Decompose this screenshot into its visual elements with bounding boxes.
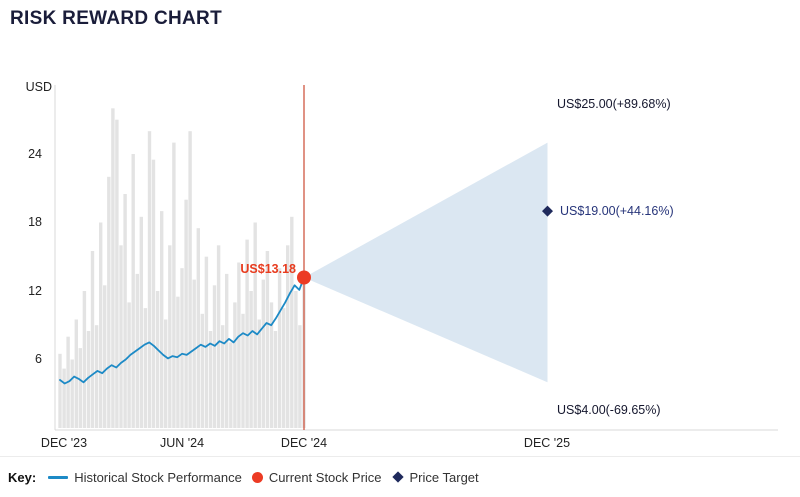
projection-high-label: US$25.00(+89.68%) [557,97,671,111]
y-tick-6: 6 [35,352,42,366]
legend-divider [0,456,800,457]
page-title: RISK REWARD CHART [10,8,222,29]
x-tick-dec-24: DEC '24 [280,436,328,450]
line-marker-icon [48,475,69,479]
legend-item-historical: Historical Stock Performance [48,470,242,485]
current-price-label: US$13.18 [240,262,296,276]
x-tick-dec-23: DEC '23 [40,436,88,450]
diamond-marker-icon [391,471,404,483]
y-axis-unit-label: USD [25,80,52,94]
y-tick-18: 18 [28,215,42,229]
x-tick-dec-25: DEC '25 [523,436,571,450]
y-tick-12: 12 [28,284,42,298]
legend-item-price-target: Price Target [391,469,479,485]
legend-item-label: Current Stock Price [268,469,382,485]
y-tick-24: 24 [28,147,42,161]
dot-marker-icon [251,471,263,483]
legend-key-label: Key: [8,469,37,485]
legend-item-current-price: Current Stock Price [251,469,382,485]
projection-low-label: US$4.00(-69.65%) [557,403,661,417]
legend-item-label: Historical Stock Performance [74,469,242,485]
x-tick-jun-24: JUN '24 [159,436,205,450]
legend-item-label: Price Target [409,469,479,485]
legend: Key: Historical Stock Performance Curren… [8,464,479,490]
price-target-label: US$19.00(+44.16%) [560,204,674,218]
